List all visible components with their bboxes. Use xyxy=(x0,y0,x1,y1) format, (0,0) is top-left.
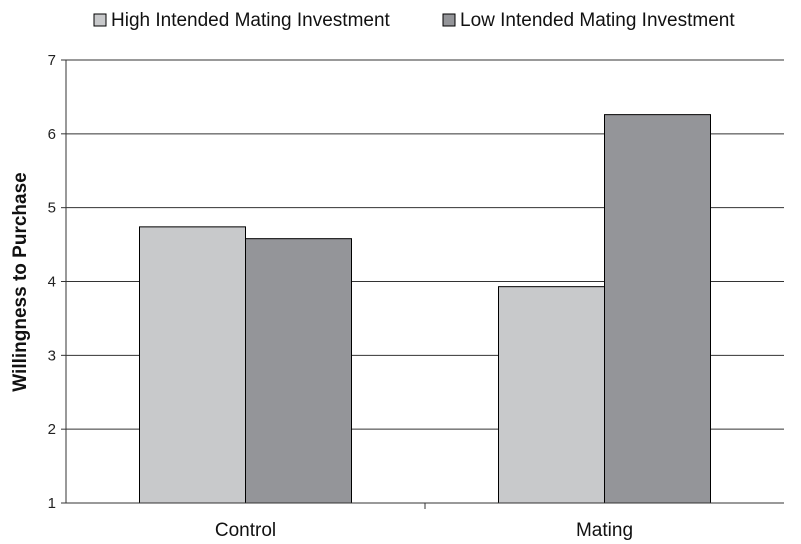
bars xyxy=(139,114,711,504)
category-labels: Control Mating xyxy=(215,520,633,541)
y-tick-label-1: 1 xyxy=(48,495,56,512)
legend: High Intended Mating Investment Low Inten… xyxy=(93,10,735,31)
axes xyxy=(65,60,784,509)
y-tick-labels: 1 2 3 4 5 6 7 xyxy=(48,52,56,512)
y-tick-label-2: 2 xyxy=(48,421,56,438)
legend-label-1: High Intended Mating Investment xyxy=(111,10,391,31)
y-tick-label-3: 3 xyxy=(48,347,56,364)
bar-mating-series-1 xyxy=(498,286,605,504)
bar-mating-series-2 xyxy=(604,114,711,504)
bar-control-series-1 xyxy=(139,226,246,504)
y-axis-label: Willingness to Purchase xyxy=(10,172,31,391)
legend-label-2: Low Intended Mating Investment xyxy=(460,10,735,31)
legend-swatch-1 xyxy=(93,13,107,27)
category-label-mating: Mating xyxy=(576,520,633,541)
y-tick-label-4: 4 xyxy=(48,274,56,291)
bar-control-series-2 xyxy=(245,238,352,504)
y-tick-label-5: 5 xyxy=(48,200,56,217)
y-tick-label-6: 6 xyxy=(48,126,56,143)
legend-swatch-2 xyxy=(442,13,456,27)
category-label-control: Control xyxy=(215,520,276,541)
y-tick-label-7: 7 xyxy=(48,52,56,69)
